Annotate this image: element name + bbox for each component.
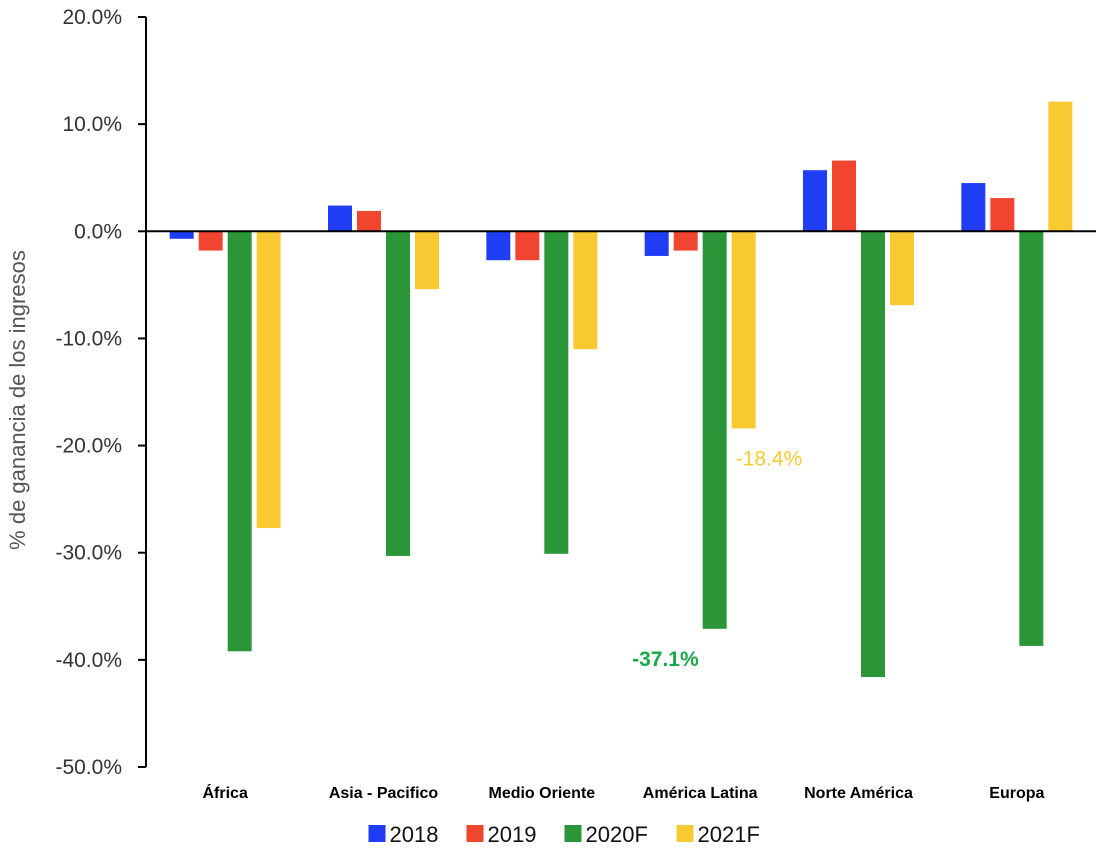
bar-africa-2018 <box>169 231 194 239</box>
bar-norte-america-2021f <box>890 231 914 306</box>
category-label-norte-america: Norte América <box>804 785 913 802</box>
legend-swatch-2020f <box>564 825 582 842</box>
legend-label-2019: 2019 <box>488 822 537 847</box>
bar-america-latina-2018 <box>644 231 669 256</box>
bar-america-latina-2021f <box>731 231 756 429</box>
bar-asia-pacifico-2020f <box>386 231 410 556</box>
data-label-america-latina-2021f: -18.4% <box>736 447 803 470</box>
y-tick-label: 0.0% <box>74 220 122 243</box>
legend-item-2021f: 2021F <box>676 822 760 847</box>
category-label-europa: Europa <box>989 785 1044 802</box>
bar-medio-oriente-2018 <box>486 231 511 261</box>
category-label-medio-oriente: Medio Oriente <box>488 785 595 802</box>
legend-label-2018: 2018 <box>390 822 439 847</box>
y-tick-label: 20.0% <box>62 6 122 29</box>
bar-europa-2019 <box>990 198 1015 232</box>
legend-item-2020f: 2020F <box>564 822 648 847</box>
bar-norte-america-2019 <box>832 160 856 232</box>
bar-america-latina-2019 <box>673 231 698 251</box>
labels-layer: África Asia - Pacifico Medio Oriente Améric… <box>5 250 1044 802</box>
axes-layer: 20.0% 10.0% 0.0% -10.0% -20.0% -30.0% -40.0% -5… <box>55 6 1096 779</box>
bar-medio-oriente-2020f <box>544 231 569 554</box>
legend-swatch-2021f <box>676 825 694 842</box>
y-tick-label: -10.0% <box>55 327 122 350</box>
legend-swatch-2018 <box>368 825 386 842</box>
y-tick-label: -50.0% <box>55 756 122 779</box>
bar-asia-pacifico-2021f <box>415 231 439 290</box>
bar-norte-america-2018 <box>803 170 827 232</box>
category-label-africa: África <box>202 783 247 802</box>
y-tick-label: 10.0% <box>62 113 122 136</box>
bar-africa-2019 <box>198 231 223 251</box>
data-label-america-latina-2020f: -37.1% <box>632 648 699 671</box>
y-axis-title: % de ganancia de los ingresos <box>5 250 30 550</box>
category-label-america-latina: América Latina <box>643 785 758 802</box>
bar-medio-oriente-2019 <box>515 231 540 261</box>
bar-europa-2018 <box>961 183 986 232</box>
bar-africa-2021f <box>256 231 281 529</box>
y-tick-label: -30.0% <box>55 542 122 565</box>
bar-africa-2020f <box>227 231 252 652</box>
legend-swatch-2019 <box>466 825 484 842</box>
legend-item-2019: 2019 <box>466 822 537 847</box>
category-label-asia-pacifico: Asia - Pacifico <box>329 785 439 802</box>
bar-medio-oriente-2021f <box>573 231 598 350</box>
legend: 2018 2019 2020F 2021F <box>368 822 760 847</box>
bar-europa-2020f <box>1019 231 1044 646</box>
legend-item-2018: 2018 <box>368 822 439 847</box>
bar-norte-america-2020f <box>861 231 885 678</box>
legend-label-2021f: 2021F <box>698 822 760 847</box>
bar-asia-pacifico-2018 <box>328 205 352 232</box>
bar-asia-pacifico-2019 <box>357 210 381 232</box>
bars-layer <box>169 101 1073 678</box>
y-tick-label: -40.0% <box>55 649 122 672</box>
y-tick-label: -20.0% <box>55 435 122 458</box>
legend-label-2020f: 2020F <box>586 822 648 847</box>
bar-america-latina-2020f <box>702 231 727 629</box>
bar-europa-2021f <box>1048 101 1073 232</box>
